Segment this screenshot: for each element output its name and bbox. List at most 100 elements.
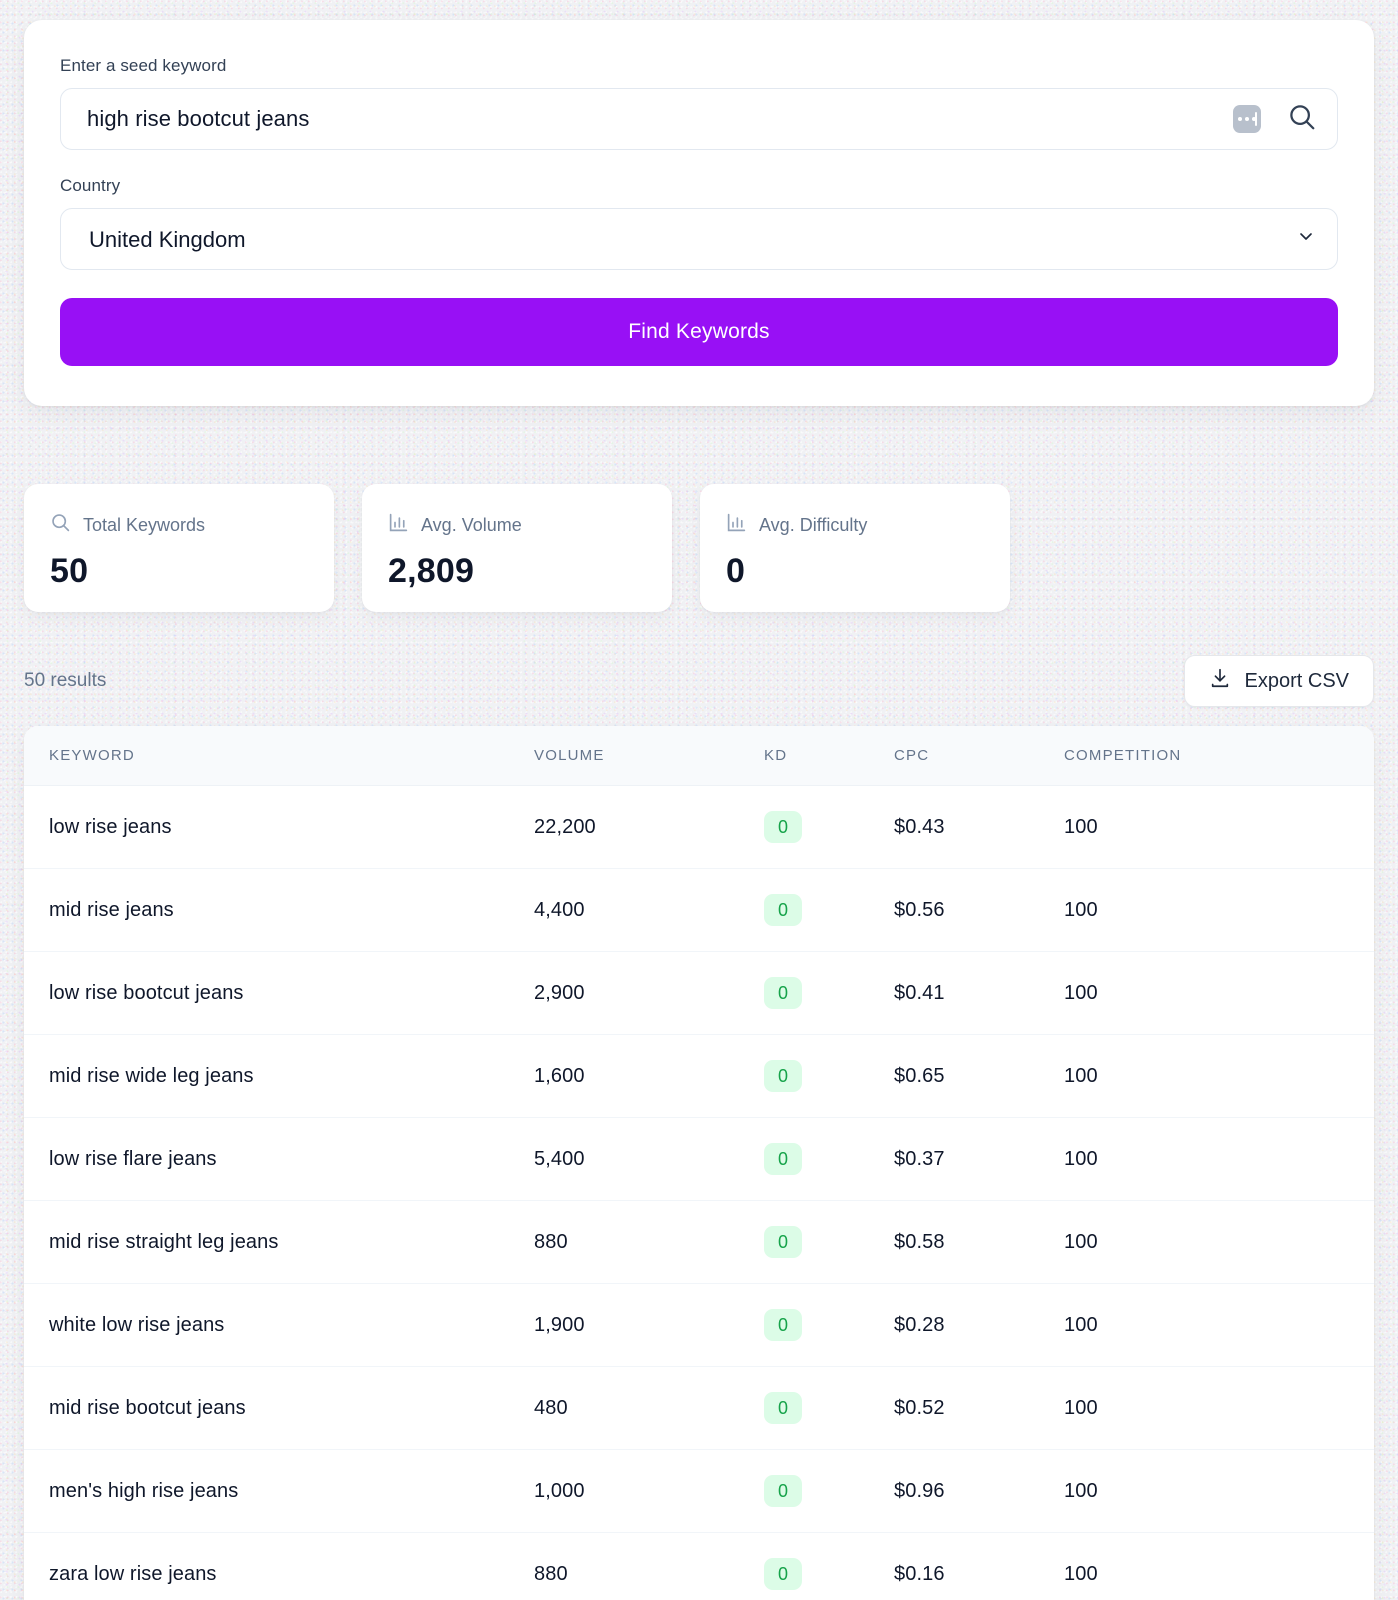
- cell-competition: 100: [1064, 1034, 1374, 1118]
- cell-volume: 1,000: [534, 1449, 764, 1533]
- cell-kd: 0: [764, 1366, 894, 1450]
- cell-volume: 22,200: [534, 785, 764, 869]
- cell-volume: 4,400: [534, 868, 764, 952]
- cell-kd: 0: [764, 868, 894, 952]
- stat-label: Avg. Difficulty: [759, 514, 868, 535]
- cell-competition: 100: [1064, 1366, 1374, 1450]
- cell-competition: 100: [1064, 1449, 1374, 1533]
- table-row[interactable]: low rise flare jeans 5,400 0 $0.37 100: [24, 1117, 1374, 1201]
- stat-card-avg-volume: Avg. Volume 2,809: [362, 484, 672, 612]
- table-row[interactable]: men's high rise jeans 1,000 0 $0.96 100: [24, 1449, 1374, 1533]
- cell-kd: 0: [764, 1283, 894, 1367]
- seed-keyword-field[interactable]: [60, 88, 1338, 150]
- cell-competition: 100: [1064, 1283, 1374, 1367]
- find-keywords-button[interactable]: Find Keywords: [60, 298, 1338, 366]
- cell-keyword: zara low rise jeans: [24, 1532, 534, 1600]
- cell-kd: 0: [764, 1449, 894, 1533]
- stat-label: Total Keywords: [83, 514, 206, 535]
- export-csv-label: Export CSV: [1244, 669, 1349, 692]
- table-body: low rise jeans 22,200 0 $0.43 100 mid ri…: [24, 785, 1374, 1600]
- cell-kd: 0: [764, 1200, 894, 1284]
- cell-cpc: $0.28: [894, 1283, 1064, 1367]
- bar-chart-icon: [388, 512, 409, 538]
- cell-keyword: low rise jeans: [24, 785, 534, 869]
- cell-keyword: mid rise wide leg jeans: [24, 1034, 534, 1118]
- table-row[interactable]: mid rise bootcut jeans 480 0 $0.52 100: [24, 1366, 1374, 1450]
- stat-value: 50: [50, 552, 89, 590]
- cell-volume: 480: [534, 1366, 764, 1450]
- cell-competition: 100: [1064, 1200, 1374, 1284]
- cell-keyword: mid rise bootcut jeans: [24, 1366, 534, 1450]
- column-header-kd[interactable]: KD: [764, 726, 894, 786]
- country-field[interactable]: United Kingdom: [60, 208, 1338, 270]
- stat-card-avg-difficulty: Avg. Difficulty 0: [700, 484, 1010, 612]
- column-header-volume[interactable]: VOLUME: [534, 726, 764, 786]
- cell-kd: 0: [764, 951, 894, 1035]
- column-header-keyword[interactable]: KEYWORD: [24, 726, 534, 786]
- country-select[interactable]: United Kingdom: [60, 208, 1338, 270]
- cell-volume: 5,400: [534, 1117, 764, 1201]
- cell-cpc: $0.43: [894, 785, 1064, 869]
- table-row[interactable]: white low rise jeans 1,900 0 $0.28 100: [24, 1283, 1374, 1367]
- cell-cpc: $0.58: [894, 1200, 1064, 1284]
- cell-cpc: $0.65: [894, 1034, 1064, 1118]
- cell-cpc: $0.41: [894, 951, 1064, 1035]
- kd-badge: 0: [764, 1060, 802, 1092]
- kd-badge: 0: [764, 1558, 802, 1590]
- results-count: 50 results: [24, 670, 107, 691]
- table-row[interactable]: low rise bootcut jeans 2,900 0 $0.41 100: [24, 951, 1374, 1035]
- table-row[interactable]: mid rise wide leg jeans 1,600 0 $0.65 10…: [24, 1034, 1374, 1118]
- cell-cpc: $0.16: [894, 1532, 1064, 1600]
- search-input[interactable]: [87, 106, 1233, 132]
- cell-competition: 100: [1064, 868, 1374, 952]
- keywords-table: KEYWORD VOLUME KD CPC COMPETITION low ri…: [24, 726, 1374, 1600]
- stat-header: Avg. Difficulty: [726, 512, 984, 538]
- kd-badge: 0: [764, 894, 802, 926]
- cell-competition: 100: [1064, 785, 1374, 869]
- table-head: KEYWORD VOLUME KD CPC COMPETITION: [24, 726, 1374, 786]
- cell-kd: 0: [764, 1034, 894, 1118]
- table-row[interactable]: low rise jeans 22,200 0 $0.43 100: [24, 785, 1374, 869]
- cell-keyword: low rise bootcut jeans: [24, 951, 534, 1035]
- kd-badge: 0: [764, 1226, 802, 1258]
- table-row[interactable]: mid rise jeans 4,400 0 $0.56 100: [24, 868, 1374, 952]
- cell-competition: 100: [1064, 1117, 1374, 1201]
- kd-badge: 0: [764, 1392, 802, 1424]
- cell-volume: 1,600: [534, 1034, 764, 1118]
- table-row[interactable]: zara low rise jeans 880 0 $0.16 100: [24, 1532, 1374, 1600]
- stat-card-total-keywords: Total Keywords 50: [24, 484, 334, 612]
- country-label: Country: [60, 176, 121, 195]
- stats-row: Total Keywords 50 Avg. Volume 2,809: [24, 484, 1374, 612]
- results-bar: 50 results Export CSV: [24, 652, 1374, 710]
- cell-cpc: $0.56: [894, 868, 1064, 952]
- cell-kd: 0: [764, 785, 894, 869]
- search-icon: [50, 512, 71, 538]
- stat-header: Total Keywords: [50, 512, 308, 538]
- cell-cpc: $0.96: [894, 1449, 1064, 1533]
- search-icon[interactable]: [1287, 102, 1317, 137]
- table-row[interactable]: mid rise straight leg jeans 880 0 $0.58 …: [24, 1200, 1374, 1284]
- search-card: Enter a seed keyword Country United King…: [24, 20, 1374, 406]
- cell-cpc: $0.37: [894, 1117, 1064, 1201]
- cell-volume: 880: [534, 1532, 764, 1600]
- column-header-cpc[interactable]: CPC: [894, 726, 1064, 786]
- cell-competition: 100: [1064, 1532, 1374, 1600]
- stat-label: Avg. Volume: [421, 514, 522, 535]
- cell-competition: 100: [1064, 951, 1374, 1035]
- stat-value: 0: [726, 552, 746, 590]
- column-header-competition[interactable]: COMPETITION: [1064, 726, 1374, 786]
- cell-kd: 0: [764, 1532, 894, 1600]
- keywords-table-card: KEYWORD VOLUME KD CPC COMPETITION low ri…: [24, 726, 1374, 1600]
- autofill-dots-icon[interactable]: [1233, 105, 1261, 133]
- cell-volume: 1,900: [534, 1283, 764, 1367]
- cell-keyword: mid rise jeans: [24, 868, 534, 952]
- cell-kd: 0: [764, 1117, 894, 1201]
- cell-keyword: mid rise straight leg jeans: [24, 1200, 534, 1284]
- cell-volume: 2,900: [534, 951, 764, 1035]
- kd-badge: 0: [764, 1143, 802, 1175]
- cell-keyword: white low rise jeans: [24, 1283, 534, 1367]
- cell-cpc: $0.52: [894, 1366, 1064, 1450]
- kd-badge: 0: [764, 977, 802, 1009]
- export-csv-button[interactable]: Export CSV: [1183, 655, 1374, 707]
